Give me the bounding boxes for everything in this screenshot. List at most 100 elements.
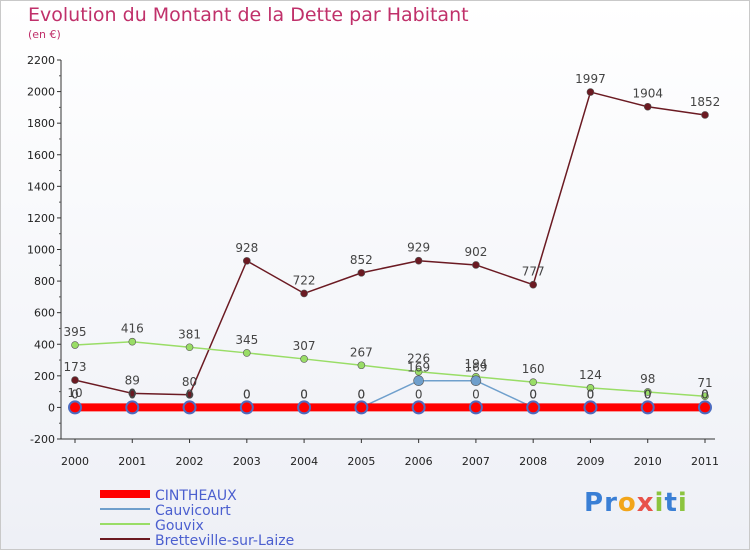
x-tick-label: 2007	[462, 455, 490, 468]
proxiti-logo: Proxiti	[584, 488, 688, 518]
series-line-bretteville-sur-laize	[74, 91, 706, 396]
logo-letter: t	[664, 488, 678, 518]
data-label: 0	[243, 387, 251, 401]
legend-label: Bretteville-sur-Laize	[155, 533, 294, 549]
data-label: 226	[407, 352, 430, 366]
data-point	[701, 111, 709, 119]
data-label: 1904	[632, 87, 663, 101]
data-point	[643, 388, 652, 396]
y-tick-label: 400	[34, 338, 55, 351]
data-point	[300, 355, 308, 363]
data-label: 0	[701, 387, 709, 401]
logo-letter: r	[604, 488, 618, 518]
data-point	[643, 102, 652, 111]
data-point	[243, 349, 251, 357]
data-label: 852	[350, 253, 373, 267]
data-point	[243, 257, 251, 265]
data-label: 80	[182, 375, 197, 389]
x-tick-label: 2003	[233, 455, 261, 468]
data-point	[414, 367, 423, 376]
data-point	[583, 400, 598, 415]
data-label: 0	[644, 387, 652, 401]
data-label: 98	[640, 372, 655, 386]
data-label: 0	[701, 387, 709, 401]
data-label: 0	[300, 387, 308, 401]
data-point	[701, 392, 709, 401]
data-label: 160	[522, 362, 545, 376]
data-point	[128, 389, 137, 398]
logo-letter: o	[617, 488, 637, 518]
data-label: 0	[186, 387, 194, 401]
y-tick-label: 1200	[27, 212, 55, 225]
data-label: 124	[579, 368, 602, 382]
data-label: 0	[300, 387, 308, 401]
legend-label: CINTHEAUX	[155, 488, 237, 504]
data-point	[529, 378, 537, 386]
x-tick-label: 2005	[347, 455, 375, 468]
data-point	[357, 361, 366, 370]
x-tick-label: 2011	[691, 455, 719, 468]
data-label: 0	[71, 387, 79, 401]
data-label: 0	[358, 387, 366, 401]
data-label: 416	[121, 322, 144, 336]
y-tick-label: 2200	[27, 54, 55, 67]
data-point	[354, 400, 369, 415]
y-tick-label: 800	[34, 275, 55, 288]
data-label: 1852	[690, 95, 721, 109]
data-point	[526, 400, 541, 415]
data-point	[128, 337, 137, 346]
data-point	[71, 376, 79, 384]
data-point	[586, 384, 595, 392]
data-label: 169	[407, 361, 430, 375]
data-point	[185, 390, 194, 399]
data-label: 902	[464, 245, 487, 259]
data-label: 0	[415, 387, 423, 401]
data-point	[125, 400, 140, 415]
logo-letter: i	[654, 488, 665, 518]
data-point	[68, 400, 82, 415]
data-point	[472, 261, 480, 269]
data-label: 0	[529, 387, 537, 401]
x-tick-label: 2008	[519, 455, 547, 468]
chart-subtitle: (en €)	[28, 28, 61, 41]
data-label: 194	[464, 357, 487, 371]
logo-letter: P	[584, 488, 605, 518]
data-label: 173	[64, 360, 87, 374]
y-tick-label: -200	[30, 433, 55, 446]
data-label: 71	[697, 376, 712, 390]
data-point	[640, 400, 655, 415]
data-label: 928	[235, 241, 258, 255]
x-tick-label: 2009	[576, 455, 604, 468]
data-label: 345	[235, 333, 258, 347]
data-label: 0	[587, 387, 595, 401]
data-label: 267	[350, 345, 373, 359]
data-label: 0	[243, 387, 251, 401]
x-tick-label: 2001	[118, 455, 146, 468]
data-point	[414, 256, 423, 265]
y-tick-label: 1400	[27, 180, 55, 193]
y-tick-label: 200	[34, 370, 55, 383]
data-point	[411, 400, 426, 415]
series-line-gouvix	[74, 340, 706, 397]
x-tick-label: 2004	[290, 455, 318, 468]
data-point	[239, 400, 254, 415]
data-label: 381	[178, 327, 201, 341]
data-point	[182, 400, 197, 415]
legend-label: Cauvicourt	[155, 503, 231, 519]
data-label: 307	[293, 339, 316, 353]
data-point	[698, 400, 712, 415]
data-point	[185, 343, 194, 352]
data-point	[470, 375, 482, 387]
data-label: 1997	[575, 72, 606, 86]
chart-title: Evolution du Montant de la Dette par Hab…	[28, 4, 469, 26]
legend-label: Gouvix	[155, 518, 204, 534]
data-label: 169	[464, 361, 487, 375]
data-point	[297, 400, 312, 415]
data-label: 0	[529, 387, 537, 401]
data-label: 777	[522, 265, 545, 279]
y-tick-label: 0	[48, 401, 55, 414]
data-point	[529, 280, 537, 289]
data-label: 0	[128, 387, 136, 401]
